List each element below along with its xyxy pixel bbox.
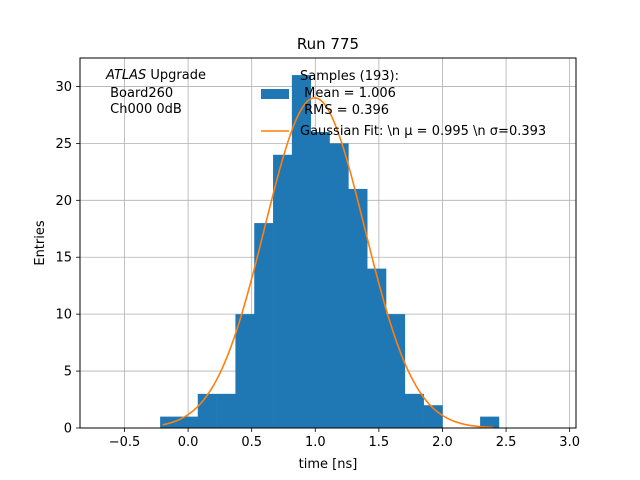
x-tick-label: 3.0: [559, 435, 580, 450]
y-tick-label: 0: [64, 422, 72, 437]
histogram-bar: [423, 405, 443, 428]
histogram-bar: [348, 188, 368, 428]
y-tick-label: 25: [55, 137, 72, 152]
gaussian-fit-curve: [162, 97, 494, 429]
histogram-bar: [385, 314, 406, 428]
annotation-upgrade: Upgrade: [146, 68, 206, 83]
x-axis-label: time [ns]: [299, 457, 358, 472]
annotation-line-2: Board260: [106, 86, 173, 101]
histogram-bar: [404, 393, 424, 428]
x-tick-label: −0.5: [109, 435, 141, 450]
y-axis-ticks: 0 5 10 15 20 25 30: [55, 80, 80, 437]
y-tick-label: 5: [64, 365, 72, 380]
chart-title: Run 775: [297, 35, 359, 53]
y-axis-label: Entries: [33, 220, 48, 266]
x-tick-label: 1.0: [305, 435, 326, 450]
histogram-bar: [273, 154, 293, 428]
histogram-bar: [178, 416, 199, 428]
annotation-atlas: ATLAS: [105, 68, 146, 83]
atlas-annotation: ATLAS Upgrade Board260 Ch000 0dB: [105, 68, 206, 117]
y-tick-label: 20: [55, 194, 72, 209]
histogram-bar: [197, 393, 217, 428]
histogram-bar: [480, 416, 500, 428]
x-tick-label: 1.5: [369, 435, 390, 450]
histogram-bars: [160, 75, 500, 429]
legend-fit-label: Gaussian Fit: \n μ = 0.995 \n σ=0.393: [300, 124, 546, 139]
histogram-bar: [254, 223, 274, 428]
x-tick-label: 2.0: [432, 435, 453, 450]
x-tick-label: 0.0: [178, 435, 199, 450]
legend-histogram-line-1: Samples (193):: [300, 69, 399, 84]
annotation-line-1: ATLAS Upgrade: [105, 68, 206, 83]
y-tick-label: 30: [55, 80, 72, 95]
histogram-bar: [367, 268, 387, 428]
x-tick-label: 0.5: [241, 435, 262, 450]
x-tick-label: 2.5: [496, 435, 517, 450]
legend: Samples (193): Mean = 1.006 RMS = 0.396 …: [261, 69, 546, 139]
legend-histogram-swatch: [261, 89, 289, 99]
histogram-bar: [216, 393, 236, 428]
x-axis-ticks: −0.5 0.0 0.5 1.0 1.5 2.0 2.5 3.0: [109, 428, 580, 450]
histogram-bar: [329, 143, 349, 428]
y-tick-label: 10: [55, 308, 72, 323]
histogram-bar: [235, 314, 255, 428]
histogram-bar: [291, 75, 312, 429]
annotation-line-3: Ch000 0dB: [106, 102, 182, 117]
legend-histogram-line-2: Mean = 1.006: [300, 86, 396, 101]
plot-frame: [79, 57, 577, 429]
legend-histogram-line-3: RMS = 0.396: [300, 103, 389, 118]
histogram-bar: [310, 132, 330, 428]
y-tick-label: 15: [55, 251, 72, 266]
